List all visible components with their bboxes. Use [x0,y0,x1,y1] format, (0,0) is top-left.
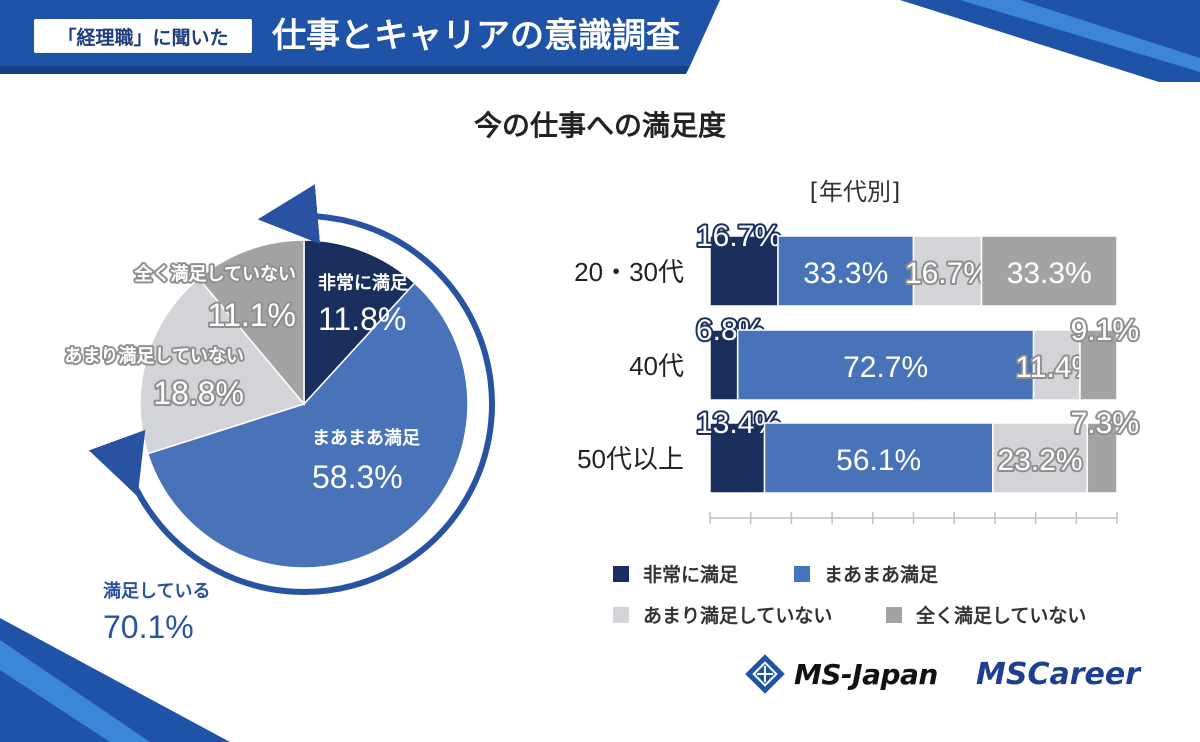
survey-title: 仕事とキャリアの意識調査 [272,16,680,56]
bar-segment [709,422,766,494]
pie-slice-value: 11.8% [318,301,406,337]
pie-slice-label: 非常に満足 [318,272,408,293]
bar-value-label: 33.3% [803,257,888,290]
bar-value-label: 9.1% [1071,314,1139,347]
bar-value-label: 72.7% [843,351,928,384]
category-label: 40代 [629,351,684,381]
bar-segment [980,235,1118,307]
bar-segment [709,329,739,401]
legend-swatch [613,606,629,623]
bar-value-label: 56.1% [836,444,921,477]
bar-segment [912,235,983,307]
category-label: 50代以上 [577,444,684,474]
pie-slice-value: 18.8% [153,375,244,411]
survey-badge: 「経理職」に聞いた [34,19,252,53]
pie-slice-value: 58.3% [312,459,403,495]
legend-label: まあまあ満足 [824,564,939,586]
legend-label: 全く満足していない [916,605,1087,627]
legend-swatch [886,606,902,623]
legend-swatch [613,565,629,582]
bar-segment [763,422,994,494]
category-label: 20・30代 [574,257,684,287]
pie-slice-label: あまり満足していない [65,345,244,366]
bar-segment [1086,422,1118,494]
satisfied-arrow [88,184,495,595]
bar-value-label: 13.4% [696,407,781,440]
chart-title: 今の仕事への満足度 [473,109,726,142]
satisfied-label: 満足している [103,580,210,601]
footer-left-stripe [0,618,230,742]
legend-item-somewhat-satisfied: まあまあ満足 [794,560,938,587]
bar-segment [777,235,915,307]
bar-segment [1032,329,1081,401]
pie-slice-label: まあまあ満足 [312,427,420,448]
ms-career-logo: MSCareer [976,656,1141,692]
ms-japan-logo-text: MS-Japan [794,657,938,691]
bar-segment [1079,329,1118,401]
legend-item-very-satisfied: 非常に満足 [613,560,738,587]
bar-value-label: 33.3% [1007,257,1092,290]
ms-japan-logo-icon [745,654,785,694]
bar-segment [992,422,1089,494]
bar-value-label: 23.2% [998,444,1083,477]
bar-value-label: 7.3% [1071,407,1139,440]
legend-label: あまり満足していない [643,605,833,627]
legend-item-not-very-satisfied: あまり満足していない [613,601,832,628]
header-right-stripe [900,0,1200,82]
bar-value-label: 16.7% [905,257,990,290]
bar-segment [709,235,779,307]
satisfied-value: 70.1% [103,609,194,645]
pie-slice-label: 全く満足していない [134,263,296,284]
legend-item-not-satisfied: 全く満足していない [886,601,1086,628]
ms-japan-logo: MS-Japan [744,654,938,694]
pie-labels: 非常に満足 11.8% まあまあ満足 58.3% あまり満足していない 18.8% 全く満足… [63,261,420,495]
legend-swatch [794,565,810,582]
legend-label: 非常に満足 [643,564,739,586]
pie-slice-value: 11.1% [208,297,296,333]
bar-subtitle: [年代別] [809,178,901,206]
pie-chart: 非常に満足 11.8% まあまあ満足 58.3% あまり満足していない 18.8% 全く満足… [63,184,495,645]
bar-segment [736,329,1035,401]
bar-value-label: 16.7% [696,220,781,253]
